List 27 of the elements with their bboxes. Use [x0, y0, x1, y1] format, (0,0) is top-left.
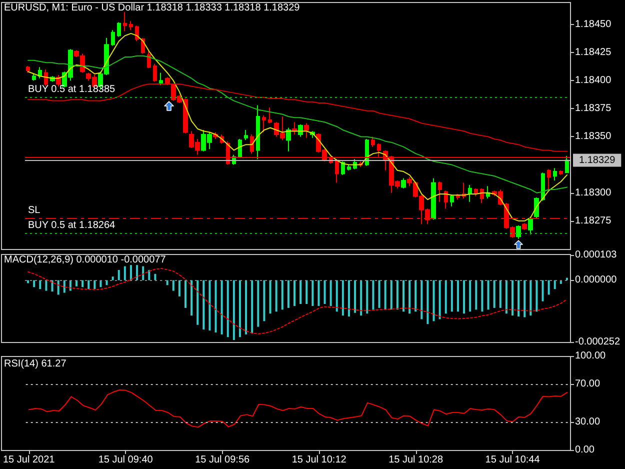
- x-tick-label: 15 Jul 10:44: [485, 454, 540, 466]
- y-tick-label: 0.000103: [575, 250, 618, 260]
- chart-title: EURUSD, M1: Euro - US Dollar 1.18318 1.18333 1.18318 1.18329: [4, 2, 300, 14]
- ref-line-label: SL: [28, 205, 41, 216]
- chart-title: RSI(14) 61.27: [4, 358, 67, 370]
- ref-line-label: BUY 0.5 at 1.18264: [28, 220, 116, 231]
- x-tick-label: 15 Jul 09:40: [98, 454, 154, 466]
- y-tick-label: 1.18400: [575, 75, 612, 86]
- y-tick-label: 1.18350: [575, 131, 612, 142]
- y-tick-label: 1.18375: [575, 103, 612, 114]
- y-tick-label: -0.000252: [575, 336, 620, 348]
- chart-title: MACD(12,26,9) 0.000010 -0.000077: [4, 254, 166, 266]
- x-tick-label: 15 Jul 10:28: [388, 454, 444, 466]
- ref-line-label: BUY 0.5 at 1.18385: [28, 84, 116, 95]
- y-tick-label: 30.00: [575, 416, 600, 428]
- y-tick-label: 0.00: [575, 444, 595, 456]
- x-tick-label: 15 Jul 10:12: [292, 454, 347, 466]
- y-tick-label: 1.18450: [575, 18, 612, 30]
- y-tick-label: 1.18300: [575, 187, 612, 198]
- ref-line-label: 1.18329: [579, 154, 616, 166]
- y-tick-label: 0.000000: [575, 274, 618, 286]
- y-tick-label: 1.18425: [575, 47, 612, 58]
- y-tick-label: 70.00: [575, 378, 600, 390]
- y-tick-label: 100.00: [575, 350, 606, 362]
- x-tick-label: 15 Jul 09:56: [195, 454, 250, 466]
- y-tick-label: 1.18275: [575, 215, 612, 226]
- x-tick-label: 15 Jul 2021: [2, 454, 56, 466]
